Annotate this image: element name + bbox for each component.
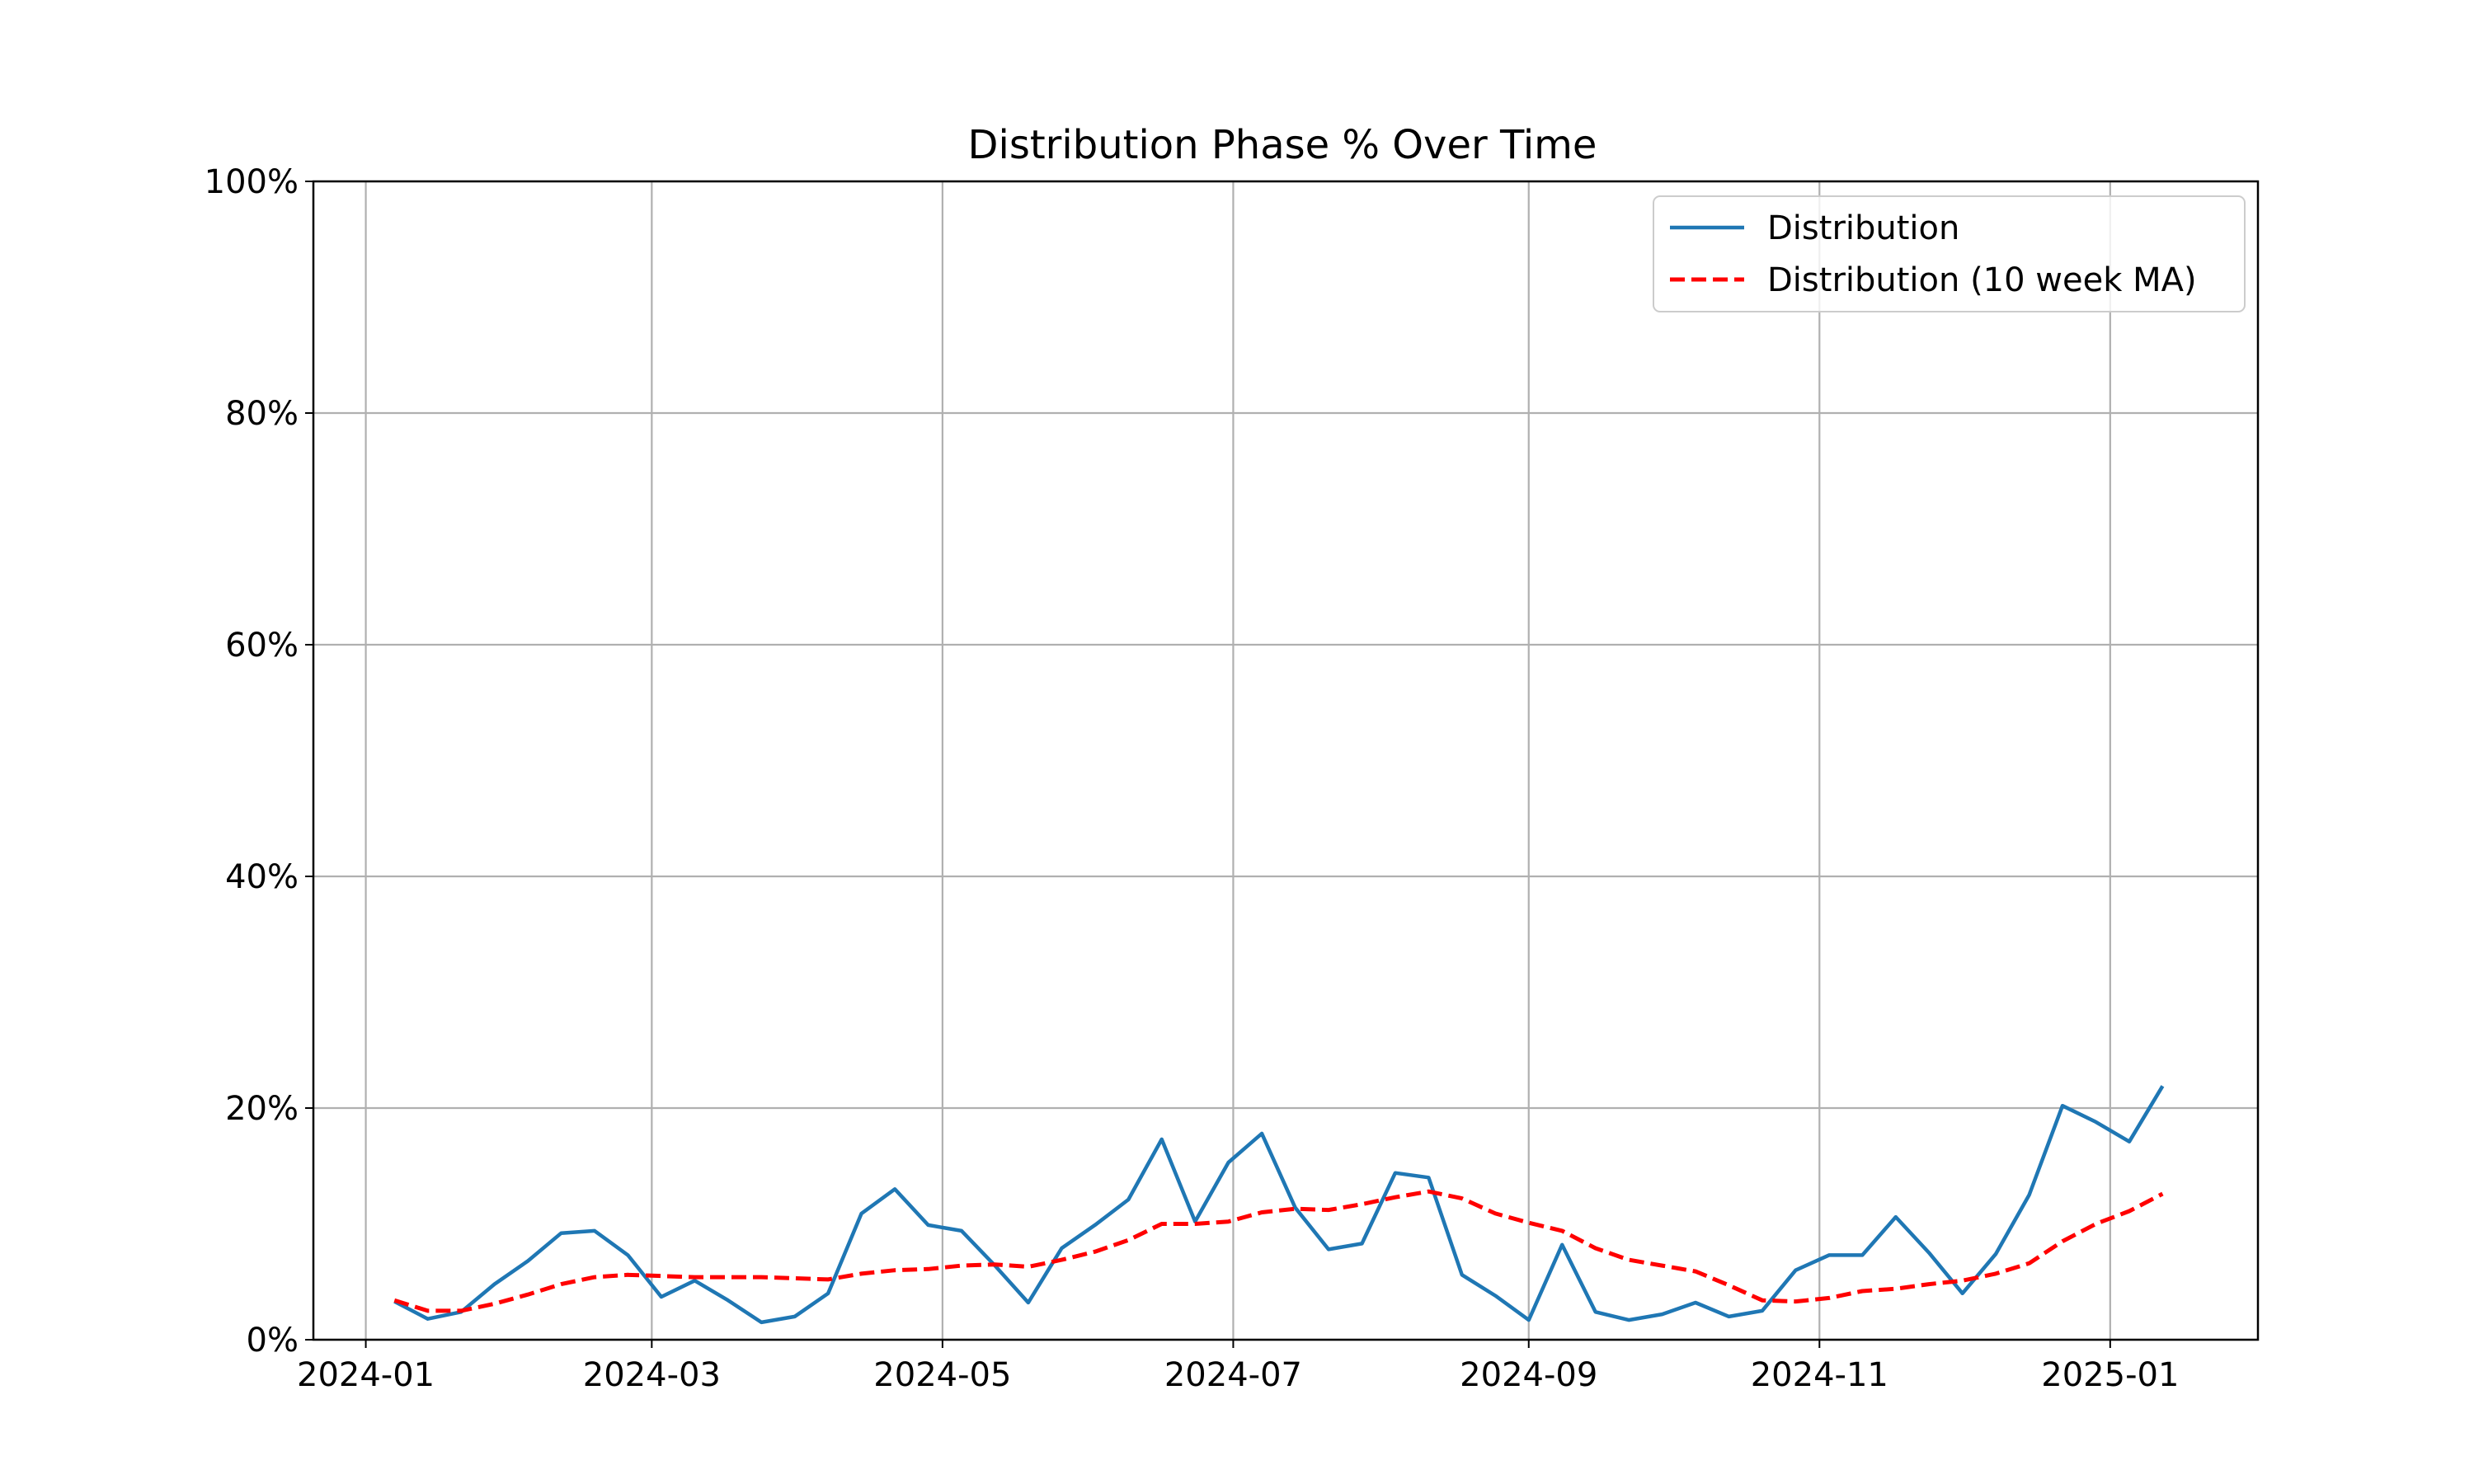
- y-tick-label: 60%: [225, 627, 299, 665]
- legend-label: Distribution: [1767, 209, 1959, 247]
- x-tick-label: 2024-03: [583, 1356, 721, 1394]
- y-tick-label: 40%: [225, 858, 299, 896]
- y-tick-label: 20%: [225, 1090, 299, 1128]
- series-layer: [393, 1085, 2165, 1325]
- x-tick-label: 2024-07: [1164, 1356, 1302, 1394]
- legend-label: Distribution (10 week MA): [1767, 261, 2197, 299]
- axes: 0% 20% 40% 60% 80% 100% 2024-01 2024-03 2024-05 2…: [205, 163, 2180, 1394]
- series-line-distribution: [393, 1085, 2165, 1325]
- y-tick-label: 80%: [225, 395, 299, 433]
- series-line-moving-average: [393, 1189, 2164, 1313]
- x-tick-label: 2024-01: [297, 1356, 435, 1394]
- grid: [313, 180, 2258, 1341]
- plot-frame: [312, 180, 2260, 1341]
- chart-title: Distribution Phase % Over Time: [968, 122, 1597, 168]
- x-tick-label: 2024-09: [1460, 1356, 1597, 1394]
- x-tick-label: 2024-11: [1751, 1356, 1888, 1394]
- y-tick-label: 0%: [247, 1322, 299, 1360]
- legend: Distribution Distribution (10 week MA): [1653, 195, 2246, 312]
- y-tick-label: 100%: [205, 163, 299, 201]
- x-tick-label: 2024-05: [873, 1356, 1011, 1394]
- legend-box: [1653, 195, 2246, 312]
- x-tick-label: 2025-01: [2041, 1356, 2179, 1394]
